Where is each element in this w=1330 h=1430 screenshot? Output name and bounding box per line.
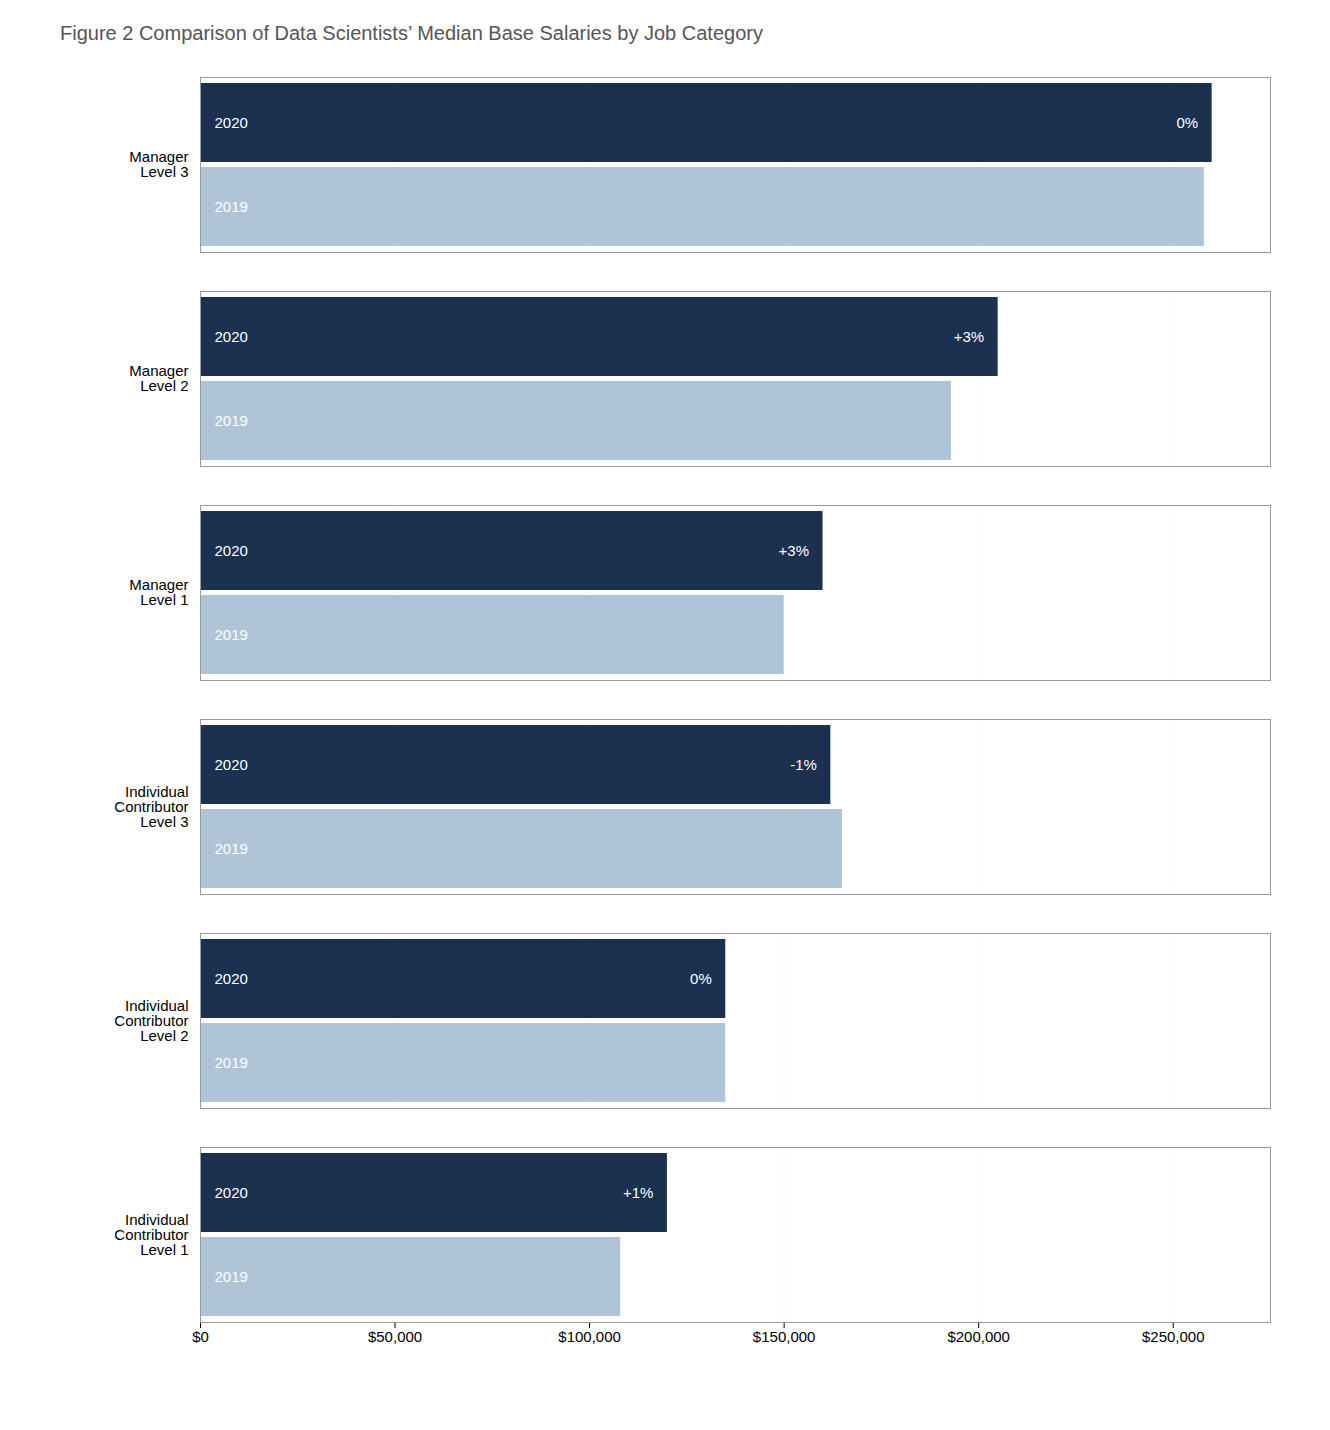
svg-text:2020: 2020 [215, 114, 248, 131]
svg-text:+3%: +3% [779, 542, 809, 559]
svg-text:2019: 2019 [215, 1054, 248, 1071]
svg-text:$50,000: $50,000 [368, 1328, 422, 1345]
svg-text:2020: 2020 [215, 328, 248, 345]
svg-text:ManagerLevel 2: ManagerLevel 2 [129, 362, 188, 394]
svg-text:ManagerLevel 3: ManagerLevel 3 [129, 148, 188, 180]
svg-text:$150,000: $150,000 [753, 1328, 816, 1345]
svg-text:ManagerLevel 1: ManagerLevel 1 [129, 576, 188, 608]
svg-text:$0: $0 [192, 1328, 209, 1345]
svg-text:IndividualContributorLevel 2: IndividualContributorLevel 2 [114, 997, 188, 1044]
svg-text:$100,000: $100,000 [558, 1328, 621, 1345]
svg-text:0%: 0% [1176, 114, 1198, 131]
svg-text:IndividualContributorLevel 3: IndividualContributorLevel 3 [114, 783, 188, 830]
svg-text:0%: 0% [690, 970, 712, 987]
svg-text:2019: 2019 [215, 840, 248, 857]
svg-text:IndividualContributorLevel 1: IndividualContributorLevel 1 [114, 1211, 188, 1258]
svg-text:2019: 2019 [215, 1268, 248, 1285]
svg-text:+3%: +3% [954, 328, 984, 345]
svg-text:2019: 2019 [215, 198, 248, 215]
svg-text:2019: 2019 [215, 626, 248, 643]
svg-text:$250,000: $250,000 [1142, 1328, 1205, 1345]
svg-text:2020: 2020 [215, 970, 248, 987]
svg-text:2020: 2020 [215, 542, 248, 559]
svg-text:2020: 2020 [215, 756, 248, 773]
svg-text:-1%: -1% [790, 756, 817, 773]
svg-text:2019: 2019 [215, 412, 248, 429]
svg-text:2020: 2020 [215, 1184, 248, 1201]
html-text:Figure 2 Comparison of Data Sc: Figure 2 Comparison of Data Scientists’ … [60, 22, 763, 44]
svg-text:+1%: +1% [623, 1184, 653, 1201]
svg-text:$200,000: $200,000 [947, 1328, 1010, 1345]
